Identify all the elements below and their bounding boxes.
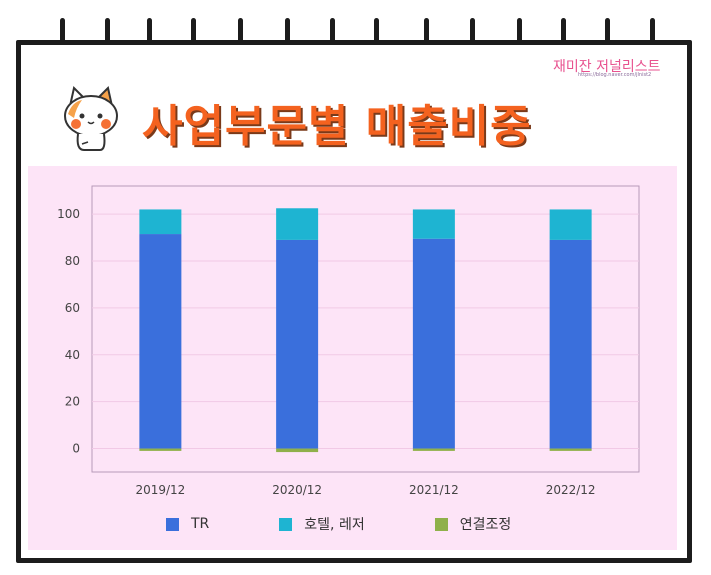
bar-segment bbox=[412, 238, 455, 449]
chart-legend: TR 호텔, 레저 연결조정 bbox=[166, 514, 581, 534]
bar-segment bbox=[276, 448, 319, 453]
page-title: 사업부문별 매출비중 bbox=[142, 101, 532, 152]
stacked-bar-chart: 0 20 40 60 80 100 2019/12 2020/12 2021/12 2022/12 bbox=[57, 185, 640, 497]
watermark-url: https://blog.naver.com/jlnist2 bbox=[578, 72, 652, 78]
y-tick-label: 100 bbox=[57, 207, 80, 221]
bar-segment bbox=[139, 448, 182, 451]
y-tick-label: 20 bbox=[65, 395, 80, 409]
y-tick-label: 40 bbox=[65, 348, 80, 362]
legend-item-hotel-leisure: 호텔, 레저 bbox=[279, 514, 365, 534]
bar-segment bbox=[276, 208, 319, 240]
legend-label: 호텔, 레저 bbox=[304, 517, 365, 533]
legend-label: 연결조정 bbox=[459, 517, 512, 533]
y-tick-label: 60 bbox=[65, 301, 80, 315]
y-tick-label: 0 bbox=[72, 442, 80, 456]
bar-segment bbox=[139, 234, 182, 449]
legend-swatch bbox=[279, 517, 293, 531]
x-tick-label: 2021/12 bbox=[409, 483, 459, 497]
bar-segment bbox=[139, 209, 182, 235]
cat-icon bbox=[64, 86, 118, 151]
y-tick-label: 80 bbox=[65, 254, 80, 268]
bar-segment bbox=[412, 209, 455, 239]
x-tick-label: 2022/12 bbox=[546, 483, 596, 497]
legend-item-consolidation: 연결조정 bbox=[434, 514, 512, 534]
bar-segment bbox=[549, 448, 592, 451]
bar-segment bbox=[276, 239, 319, 449]
watermark-logo: 재미잔 저널리스트 bbox=[553, 59, 661, 75]
bar-segment bbox=[549, 239, 592, 449]
chart-panel: 0 20 40 60 80 100 2019/12 2020/12 2021/12 2022/12 bbox=[28, 166, 677, 550]
bar-segment bbox=[549, 209, 592, 240]
legend-item-tr: TR bbox=[166, 514, 209, 534]
legend-swatch bbox=[434, 517, 448, 531]
legend-label: TR bbox=[191, 516, 210, 532]
x-tick-label: 2019/12 bbox=[135, 483, 185, 497]
plot-area bbox=[91, 185, 640, 473]
bar-segment bbox=[412, 448, 455, 451]
x-tick-label: 2020/12 bbox=[272, 483, 322, 497]
legend-swatch bbox=[166, 517, 179, 531]
